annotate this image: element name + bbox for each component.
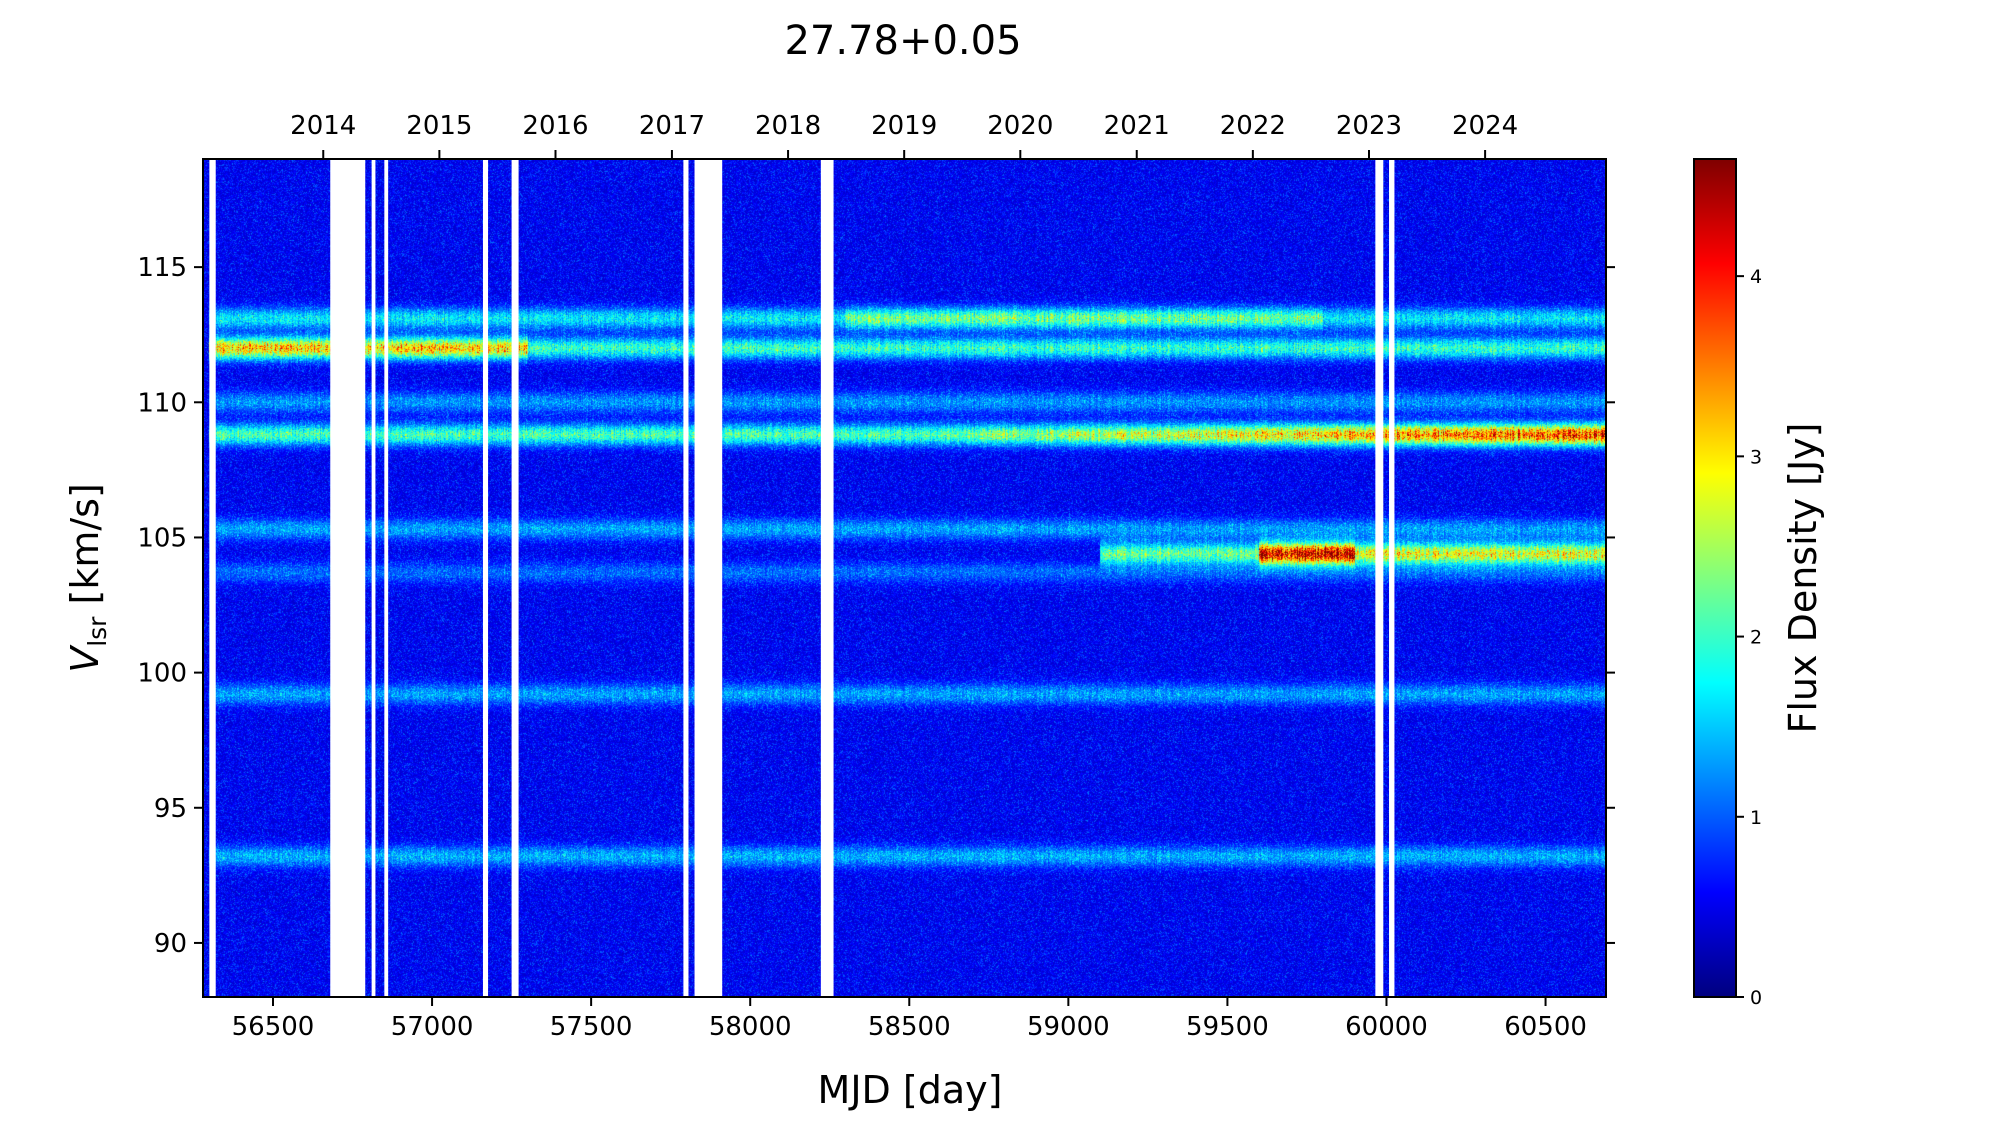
colorbar-ticks: 0 1 2 3 4 [1736,266,1762,1009]
year-tick-label: 2020 [987,111,1053,141]
year-tick-label: 2024 [1452,111,1518,141]
colorbar-tick-label: 1 [1750,807,1762,829]
data-gaps [209,159,1395,997]
data-gap [330,159,366,997]
x-axis-top-years: 2014 2015 2016 2017 2018 2019 2020 2021 2022 2023… [290,111,1518,159]
colorbar-tick-label: 2 [1750,627,1762,649]
y-tick-label: 100 [137,659,187,689]
x-tick-label: 56500 [232,1012,315,1042]
heatmap-image [203,159,1606,997]
data-gap [820,159,834,997]
y-axis-title: Vlsr [km/s] [63,483,112,673]
x-tick-label: 60500 [1504,1012,1587,1042]
data-gap [683,159,689,997]
data-gap [482,159,489,997]
year-tick-label: 2018 [755,111,821,141]
year-tick-label: 2023 [1336,111,1402,141]
x-tick-label: 58000 [709,1012,792,1042]
colorbar-tick-label: 3 [1750,446,1762,468]
colorbar-tick-label: 0 [1750,987,1762,1009]
data-gap [511,159,519,997]
data-gap [371,159,376,997]
plot-area [202,158,1607,998]
y-tick-label: 90 [154,929,187,959]
year-tick-label: 2016 [522,111,588,141]
data-gap [209,159,216,997]
data-gap [1389,159,1395,997]
colorbar-tick-label: 4 [1750,266,1762,288]
colorbar-title: Flux Density [Jy] [1781,423,1825,734]
y-axis-title-subscript: lsr [83,616,112,647]
x-tick-label: 59000 [1027,1012,1110,1042]
x-tick-label: 57500 [550,1012,633,1042]
year-tick-label: 2021 [1104,111,1170,141]
colorbar: 0 1 2 3 4 Flux Density [Jy] [1693,158,1825,1009]
y-tick-label: 95 [154,794,187,824]
data-gap [1375,159,1384,997]
x-axis-bottom: 56500 57000 57500 58000 58500 59000 59500 60000… [232,997,1587,1042]
x-tick-label: 59500 [1186,1012,1269,1042]
y-axis-left: 90 95 100 105 110 115 [137,253,1615,959]
year-tick-label: 2014 [290,111,356,141]
x-tick-label: 60000 [1345,1012,1428,1042]
y-axis-title-unit: [km/s] [63,483,107,616]
y-tick-label: 105 [137,523,187,553]
year-tick-label: 2017 [639,111,705,141]
x-tick-label: 58500 [868,1012,951,1042]
year-tick-label: 2015 [406,111,472,141]
x-axis-title: MJD [day] [818,1068,1003,1112]
chart-title: 27.78+0.05 [784,18,1021,64]
data-gap [384,159,389,997]
colorbar-gradient [1693,158,1737,998]
y-tick-label: 115 [137,253,187,283]
data-gap [694,159,723,997]
year-tick-label: 2022 [1220,111,1286,141]
y-axis-title-symbol: V [63,644,107,673]
year-tick-label: 2019 [871,111,937,141]
y-tick-label: 110 [137,388,187,418]
x-tick-label: 57000 [391,1012,474,1042]
